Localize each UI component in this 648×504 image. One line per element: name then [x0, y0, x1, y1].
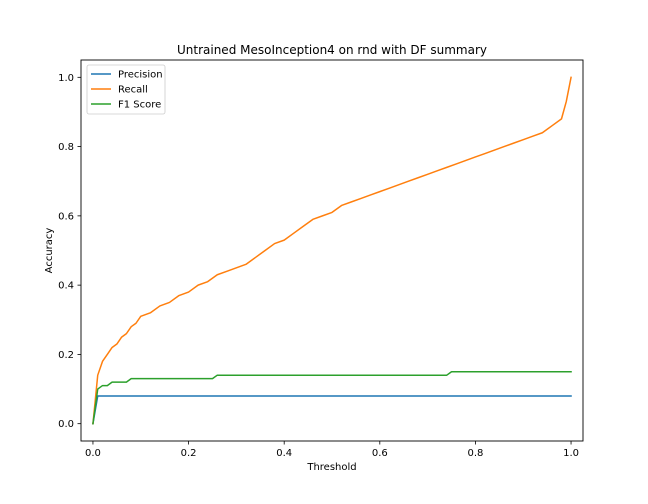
legend: Precision Recall F1 Score	[86, 64, 166, 115]
legend-box	[86, 64, 166, 115]
x-axis-label: Threshold	[306, 462, 356, 473]
y-tick-label: 1.0	[58, 73, 74, 84]
x-tick-label: 0.0	[85, 448, 101, 459]
x-tick-label: 0.6	[372, 448, 388, 459]
chart-title: Untrained MesoInception4 on rnd with DF …	[177, 43, 487, 57]
legend-label-1: Recall	[118, 85, 148, 96]
x-axis: 0.0 0.2 0.4 0.6 0.8 1.0	[85, 441, 579, 459]
y-tick-label: 0.4	[58, 281, 74, 292]
y-tick-label: 0.2	[58, 350, 74, 361]
y-tick-label: 0.0	[58, 419, 74, 430]
x-tick-label: 1.0	[563, 448, 579, 459]
series-line-1	[92, 76, 572, 425]
series-line-2	[92, 370, 572, 425]
x-tick-label: 0.2	[181, 448, 197, 459]
x-tick-label: 0.4	[276, 448, 292, 459]
y-axis-label: Accuracy	[44, 228, 55, 274]
y-tick-label: 0.8	[58, 142, 74, 153]
plot-lines	[92, 76, 572, 425]
legend-label-2: F1 Score	[118, 100, 161, 111]
plot-area-frame	[80, 59, 584, 442]
x-tick-label: 0.8	[467, 448, 483, 459]
y-tick-label: 0.6	[58, 211, 74, 222]
legend-label-0: Precision	[118, 70, 163, 81]
y-axis: 0.0 0.2 0.4 0.6 0.8 1.0	[58, 73, 81, 430]
series-line-0	[92, 395, 572, 425]
